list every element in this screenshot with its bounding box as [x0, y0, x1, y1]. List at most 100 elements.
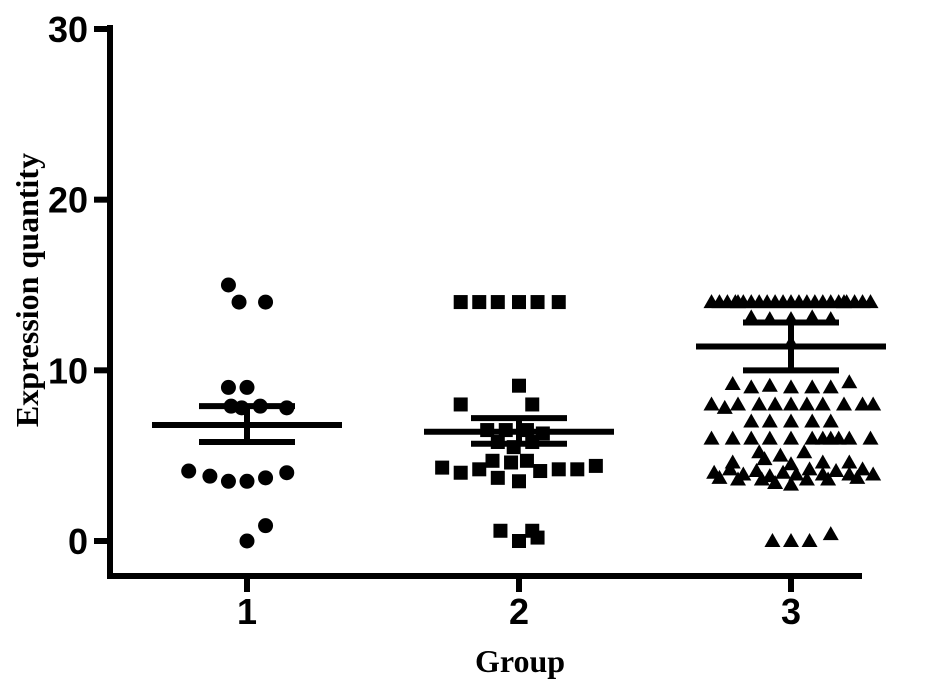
data-point-square: [551, 462, 566, 477]
data-point-triangle: [756, 451, 773, 466]
axes: [107, 25, 862, 579]
data-point-triangle: [764, 533, 781, 547]
data-point-triangle: [836, 396, 852, 411]
y-tick-label: 10: [48, 350, 88, 391]
data-point-triangle: [730, 294, 746, 309]
data-point-triangle: [783, 476, 799, 491]
data-point-triangle: [753, 471, 770, 486]
data-point-square: [570, 462, 585, 477]
data-point-triangle: [711, 469, 728, 484]
data-point-triangle: [836, 294, 852, 309]
data-point-triangle: [822, 413, 839, 428]
data-point-square: [453, 295, 468, 310]
mean-sem-bars: [152, 319, 886, 447]
data-point-triangle: [841, 430, 858, 445]
data-point-triangle: [730, 471, 746, 486]
data-point-triangle: [828, 463, 845, 478]
data-point-triangle: [751, 396, 768, 411]
data-point-square: [472, 462, 487, 477]
data-point-square: [493, 523, 508, 538]
y-tick-label: 0: [68, 521, 88, 562]
y-ticks: 0 10 20 30: [48, 9, 110, 562]
data-point-triangle: [854, 461, 871, 476]
data-point-circle: [258, 518, 274, 534]
data-point-triangle: [830, 430, 847, 445]
data-point-triangle: [788, 466, 805, 481]
x-ticks: 1 2 3: [237, 576, 801, 632]
data-point-triangle: [798, 396, 815, 411]
data-point-triangle: [767, 474, 784, 489]
data-point-triangle: [801, 461, 818, 476]
data-point-triangle: [743, 413, 760, 428]
y-tick-label: 30: [48, 9, 88, 50]
data-points: [181, 277, 882, 549]
data-point-square: [551, 295, 566, 310]
x-tick-label: 2: [509, 591, 529, 632]
data-point-triangle: [730, 396, 746, 411]
data-point-square: [588, 458, 603, 473]
y-axis-title: Expression quantity: [9, 153, 45, 427]
data-point-triangle: [761, 377, 778, 392]
data-point-square: [453, 397, 468, 412]
y-tick-label: 20: [48, 180, 88, 221]
data-point-triangle: [748, 463, 765, 478]
data-point-triangle: [841, 374, 858, 389]
data-point-triangle: [783, 413, 799, 428]
data-point-circle: [202, 468, 218, 484]
x-axis-title: Group: [475, 643, 565, 679]
data-point-triangle: [724, 375, 741, 390]
data-point-triangle: [783, 379, 799, 394]
data-point-triangle: [722, 461, 739, 476]
data-point-triangle: [743, 430, 760, 445]
data-point-square: [485, 453, 500, 468]
data-point-triangle: [865, 396, 882, 411]
data-point-triangle: [804, 379, 821, 394]
data-point-circle: [279, 465, 295, 481]
data-point-circle: [239, 379, 255, 395]
data-point-square: [533, 464, 548, 479]
data-point-square: [512, 534, 526, 548]
data-point-triangle: [814, 430, 831, 445]
data-point-triangle: [865, 466, 882, 481]
data-point-triangle: [862, 430, 879, 445]
data-point-circle: [220, 277, 236, 293]
data-point-triangle: [716, 399, 733, 414]
data-point-triangle: [724, 430, 741, 445]
data-point-triangle: [703, 396, 720, 411]
data-point-triangle: [761, 413, 778, 428]
data-point-circle: [220, 473, 236, 489]
data-point-triangle: [801, 533, 818, 547]
data-point-triangle: [783, 456, 799, 471]
data-point-triangle: [822, 379, 839, 394]
data-point-triangle: [783, 430, 799, 445]
data-point-triangle: [761, 430, 778, 445]
data-point-triangle: [814, 454, 831, 469]
data-point-triangle: [804, 413, 821, 428]
data-point-square: [519, 453, 534, 468]
data-point-square: [512, 295, 526, 310]
data-point-triangle: [822, 526, 839, 541]
data-point-triangle: [783, 533, 799, 547]
data-point-triangle: [703, 430, 720, 445]
data-point-triangle: [820, 471, 837, 486]
data-point-circle: [220, 379, 236, 395]
x-tick-label: 1: [237, 591, 257, 632]
data-point-triangle: [814, 396, 831, 411]
data-point-triangle: [783, 396, 799, 411]
data-point-square: [525, 397, 540, 412]
data-point-triangle: [804, 430, 821, 445]
data-point-triangle: [854, 396, 871, 411]
data-point-triangle: [849, 469, 866, 484]
data-point-triangle: [775, 464, 792, 479]
data-point-triangle: [841, 454, 858, 469]
data-point-circle: [231, 294, 247, 310]
data-point-circle: [239, 473, 255, 489]
data-point-circle: [181, 463, 197, 479]
x-tick-label: 3: [781, 591, 801, 632]
data-point-square: [512, 474, 526, 489]
data-point-square: [530, 530, 545, 545]
data-point-square: [453, 465, 468, 480]
data-point-square: [530, 295, 545, 310]
data-point-square: [504, 455, 519, 470]
data-point-triangle: [796, 444, 813, 459]
